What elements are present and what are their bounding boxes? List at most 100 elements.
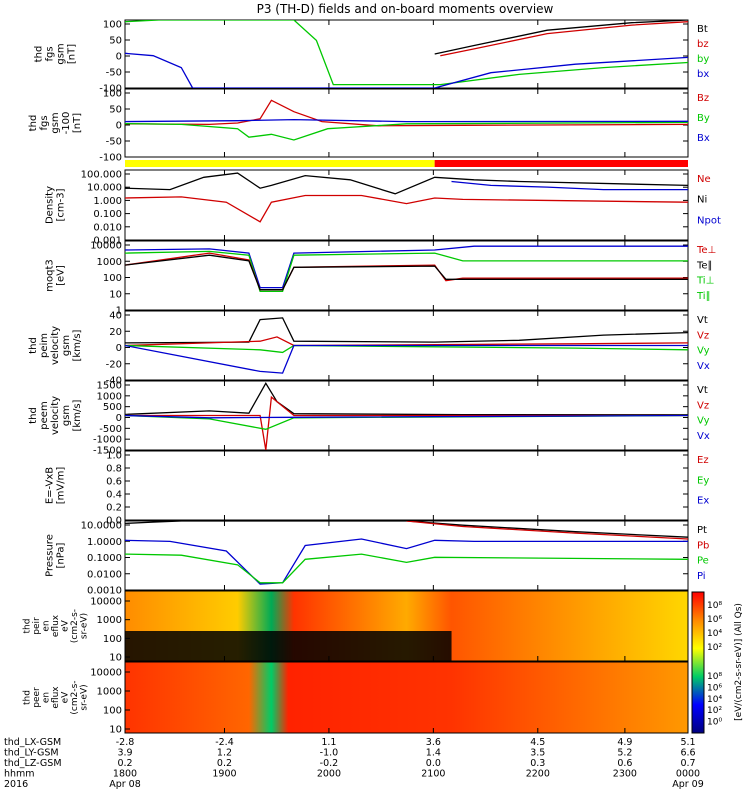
series-line-Pe <box>125 553 688 584</box>
y-tick-label: -500 <box>99 424 122 435</box>
legend-entry: By <box>697 113 710 124</box>
panel-pressure: 10.0000 1.0000 0.1000 0.0100 0.0010 Pressure[… <box>45 520 709 597</box>
y-tick-label: 10 <box>109 725 122 736</box>
y-axis-label: en <box>42 692 52 703</box>
series-line-Bt <box>434 20 688 55</box>
y-axis-label: [nPa] <box>56 542 67 568</box>
y-axis-label: velocity <box>50 326 61 365</box>
y-axis-label: thd <box>28 407 39 424</box>
y-tick-label: 0.010 <box>93 222 122 233</box>
legend-entry: Pi <box>697 571 706 582</box>
y-tick-label: 0.2 <box>106 503 122 514</box>
x-row-value: 3.6 <box>426 737 441 748</box>
y-axis-label: (cm2-s- <box>70 680 80 714</box>
colorbar-tick-label: 10⁶ <box>707 683 722 693</box>
colorbar-tick-label: 10⁶ <box>707 615 722 625</box>
x-row-value: 3.9 <box>117 748 132 759</box>
y-axis-label: gsm <box>61 405 72 426</box>
series-line-bx <box>125 52 688 88</box>
legend-entry: Vy <box>697 346 710 357</box>
x-row-value: 3.5 <box>530 748 545 759</box>
y-tick-label: -100 <box>99 153 122 164</box>
series-line-Npot <box>451 180 688 191</box>
colorbar-tick-label: 10⁴ <box>707 629 722 639</box>
legend-entry: Bx <box>697 133 710 144</box>
y-axis-label: eV <box>61 619 71 632</box>
y-tick-label: -50 <box>106 137 122 148</box>
no-data-region <box>125 631 452 661</box>
x-row-value: 0.3 <box>530 758 545 769</box>
y-axis-label: sr-eV) <box>80 613 90 639</box>
y-axis-label: thd <box>23 619 33 634</box>
series-line-by <box>125 20 688 86</box>
colorbar-tick-label: 10⁸ <box>707 601 722 611</box>
y-tick-label: 10 <box>109 289 122 300</box>
x-row-value: -2.4 <box>215 737 234 748</box>
legend-entry: Ni <box>697 195 707 206</box>
panel-fgs: 100 50 0 -50 -100 thd fgs gsm [nT] Bt bz by bx <box>34 19 709 95</box>
y-axis-label: [km/s] <box>72 329 83 361</box>
panel-frame <box>124 450 689 521</box>
x-row-value: 0.2 <box>217 758 232 769</box>
y-tick-label: 100 <box>103 634 122 645</box>
panel-frame <box>124 19 689 89</box>
legend-entry: Ti⊥ <box>696 276 714 287</box>
panel-velocity-i: 40 20 0 -20 -40 thd peim velocity gsm [km/s] Vt Vz V… <box>28 310 710 387</box>
colorbar: 10⁸10⁶10⁴10²10⁸10⁶10⁴10²10⁰[eV/(cm2-s-sr… <box>691 591 744 734</box>
x-row-value: 1900 <box>212 769 236 780</box>
series-line-Vt <box>125 382 688 416</box>
y-axis-label: sr-eV) <box>80 684 90 710</box>
series-line-Ti <box>125 245 688 289</box>
y-tick-label: 10000 <box>90 597 122 608</box>
y-tick-label: 1000 <box>97 615 122 626</box>
x-row-value: 0.7 <box>680 758 695 769</box>
x-row-value: 5.1 <box>680 737 695 748</box>
legend-entry: Te∥ <box>696 260 713 271</box>
y-tick-label: 500 <box>103 402 122 413</box>
y-axis-label: fgs <box>39 115 50 130</box>
y-tick-label: -1000 <box>93 435 122 446</box>
legend-entry: bx <box>697 69 709 80</box>
y-axis-label: peir <box>32 617 42 635</box>
y-tick-label: 0 <box>116 343 122 354</box>
legend-entry: Ti∥ <box>696 291 711 302</box>
y-tick-label: 100 <box>103 20 122 31</box>
x-row-value: 1.1 <box>321 737 336 748</box>
y-tick-label: 0.100 <box>93 209 122 220</box>
y-axis-label: eV <box>61 691 71 704</box>
y-axis-label: thd <box>34 46 45 63</box>
y-tick-label: 0.8 <box>106 464 122 475</box>
x-row-value: -2.8 <box>116 737 135 748</box>
y-axis-label: thd <box>28 115 39 132</box>
series-line-Ne <box>125 194 688 223</box>
legend-entry: Ez <box>697 455 709 466</box>
x-row-value: 1.2 <box>217 748 232 759</box>
series-line-Pb <box>406 521 688 540</box>
y-axis-label: E=-VxB <box>45 467 56 504</box>
x-row-value: 5.2 <box>617 748 632 759</box>
x-row-value: 2300 <box>613 769 637 780</box>
y-tick-label: 1000 <box>97 391 122 402</box>
y-tick-label: 1500 <box>97 381 122 392</box>
y-axis-label: en <box>42 620 52 631</box>
y-tick-label: 0.6 <box>106 477 122 488</box>
y-tick-label: 0 <box>116 121 122 132</box>
y-axis-label: [mV/m] <box>56 467 67 505</box>
series-line-Vz <box>125 395 688 450</box>
y-tick-label: 0.1000 <box>87 553 122 564</box>
x-row-label: thd_LX-GSM <box>4 737 61 748</box>
x-row-label: thd_LZ-GSM <box>4 758 62 769</box>
series-line-Ti∥ <box>125 250 688 293</box>
spectrogram-peir: 10000 1000 100 10 thd peir en eflux eV (cm2-s-sr-… <box>23 590 689 664</box>
legend-entry: Ne <box>697 174 711 185</box>
series-line-Vx <box>125 414 688 419</box>
y-tick-label: 1 <box>116 306 122 317</box>
y-tick-label: 0 <box>116 413 122 424</box>
x-row-value: 2200 <box>526 769 550 780</box>
y-axis-label: velocity <box>50 396 61 435</box>
y-axis-label: peim <box>39 333 50 358</box>
series-line-Vx <box>125 344 688 374</box>
